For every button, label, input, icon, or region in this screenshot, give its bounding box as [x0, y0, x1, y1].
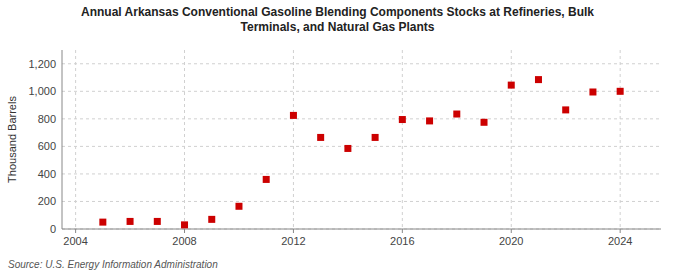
chart-container: Annual Arkansas Conventional Gasoline Bl…	[0, 0, 675, 275]
point	[263, 176, 270, 183]
x-tick	[402, 229, 403, 233]
y-axis-label: Thousand Barrels	[6, 96, 18, 183]
point	[589, 88, 596, 95]
x-tick-label: 2004	[63, 235, 87, 247]
x-grid-line	[511, 50, 512, 229]
chart: Annual Arkansas Conventional Gasoline Bl…	[0, 0, 675, 275]
x-tick-label: 2016	[390, 235, 414, 247]
axes: 0 200 400 600 800 1,000 1,200 2004 2008 2012 2016 2…	[28, 50, 661, 247]
point	[481, 119, 488, 126]
y-grid-line	[62, 118, 661, 119]
y-tick-label: 600	[38, 140, 56, 152]
point	[127, 218, 134, 225]
title-line: Terminals, and Natural Gas Plants	[241, 20, 435, 34]
y-grid-line	[62, 146, 661, 147]
y-tick-label: 1,200	[28, 58, 56, 70]
x-tick	[75, 229, 76, 233]
point	[453, 111, 460, 118]
y-tick-label: 0	[50, 223, 56, 235]
x-tick	[184, 229, 185, 233]
point	[290, 112, 297, 119]
point	[99, 219, 106, 226]
point	[617, 88, 624, 95]
point	[344, 145, 351, 152]
y-tick-label: 1,000	[28, 85, 56, 97]
x-grid-line	[184, 50, 185, 229]
source-note: Source: U.S. Energy Information Administ…	[8, 259, 218, 270]
x-tick	[293, 229, 294, 233]
points	[99, 76, 623, 228]
point	[372, 134, 379, 141]
point	[317, 134, 324, 141]
x-tick-label: 2020	[499, 235, 523, 247]
x-tick	[511, 229, 512, 233]
point	[154, 218, 161, 225]
point	[399, 116, 406, 123]
point	[208, 216, 215, 223]
point	[508, 82, 515, 89]
x-tick-label: 2012	[281, 235, 305, 247]
x-tick	[620, 229, 621, 233]
y-grid-line	[62, 173, 661, 174]
point	[181, 221, 188, 228]
point	[426, 117, 433, 124]
y-tick-label: 200	[38, 195, 56, 207]
y-axis-line	[62, 50, 63, 229]
point	[535, 76, 542, 83]
background	[0, 0, 675, 275]
y-grid-line	[62, 201, 661, 202]
x-grid-line	[402, 50, 403, 229]
y-grid-line	[62, 91, 661, 92]
point	[235, 203, 242, 210]
x-tick-label: 2024	[608, 235, 632, 247]
x-grid-line	[620, 50, 621, 229]
x-axis-line	[62, 229, 661, 230]
grid	[62, 50, 661, 229]
x-grid-line	[75, 50, 76, 229]
x-tick-label: 2008	[172, 235, 196, 247]
title-line: Annual Arkansas Conventional Gasoline Bl…	[81, 5, 594, 19]
title: Annual Arkansas Conventional Gasoline Bl…	[81, 5, 594, 34]
y-tick-label: 800	[38, 113, 56, 125]
point	[562, 106, 569, 113]
y-grid-line	[62, 63, 661, 64]
y-grid-line	[62, 229, 661, 230]
y-tick-label: 400	[38, 168, 56, 180]
x-grid-line	[293, 50, 294, 229]
